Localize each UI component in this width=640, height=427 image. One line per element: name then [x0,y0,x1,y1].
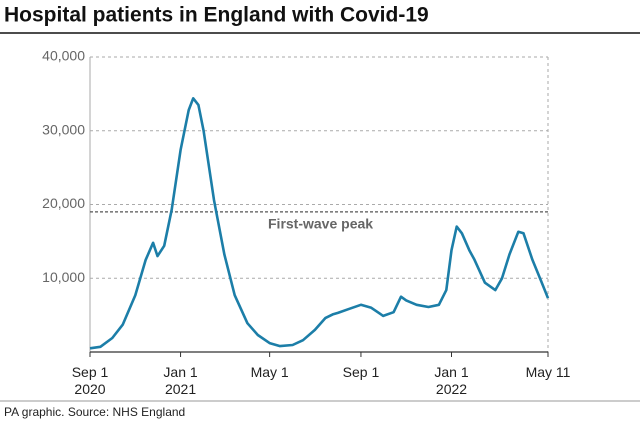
x-tick-label: May 11 [525,364,571,380]
annotation-label: First-wave peak [268,216,373,232]
x-tick-label: Sep 1 [342,364,380,380]
chart-title: Hospital patients in England with Covid-… [4,4,429,27]
x-tick-label: May 1 [250,364,289,380]
y-tick-label: 30,000 [42,121,85,137]
x-tick-label: Jan 1 2022 [434,364,469,397]
x-tick-label: Jan 1 2021 [163,364,198,397]
source: PA graphic. Source: NHS England [4,405,185,419]
y-tick-label: 40,000 [42,48,85,64]
x-tick-label: Sep 1 2020 [71,364,109,397]
data-line [89,97,550,350]
y-tick-label: 10,000 [42,269,85,285]
y-tick-label: 20,000 [42,195,85,211]
